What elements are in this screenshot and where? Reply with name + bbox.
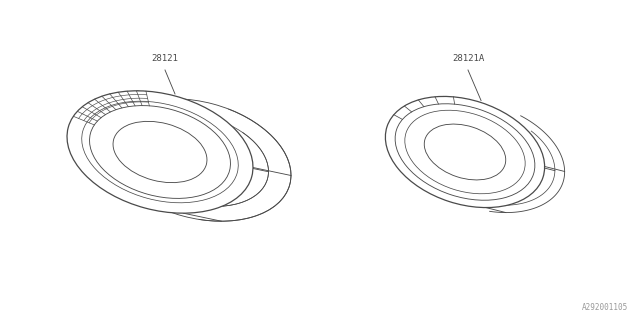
Text: 28121A: 28121A	[452, 54, 484, 63]
Ellipse shape	[67, 91, 253, 213]
Text: A292001105: A292001105	[582, 303, 628, 312]
Text: 28121: 28121	[152, 54, 179, 63]
Ellipse shape	[385, 96, 545, 208]
